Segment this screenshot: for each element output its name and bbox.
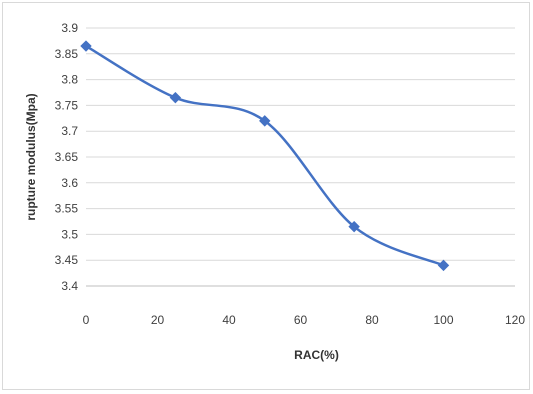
y-tick-label: 3.75 <box>55 98 79 112</box>
y-tick-label: 3.9 <box>61 21 78 35</box>
chart-frame: 3.4 3.45 3.5 3.55 3.6 3.65 3.7 3.75 3.8 3.85 3.9 0 2… <box>2 2 530 390</box>
x-axis-title: RAC(%) <box>294 348 339 362</box>
series <box>80 40 450 272</box>
data-point-marker <box>437 259 450 272</box>
y-tick-label: 3.6 <box>61 176 78 190</box>
y-tick-label: 3.55 <box>55 202 79 216</box>
y-tick-label: 3.5 <box>61 227 78 241</box>
x-tick-label: 0 <box>83 313 90 327</box>
y-axis-title: rupture modulus(Mpa) <box>24 93 38 220</box>
data-point-marker <box>259 115 271 127</box>
y-tick-label: 3.7 <box>61 124 78 138</box>
y-tick-label: 3.4 <box>61 279 78 293</box>
line-chart: 3.4 3.45 3.5 3.55 3.6 3.65 3.7 3.75 3.8 3.85 3.9 0 2… <box>24 21 526 362</box>
y-tick-label: 3.85 <box>55 47 79 61</box>
y-tick-label: 3.65 <box>55 150 79 164</box>
data-point-marker <box>348 220 360 233</box>
x-tick-label: 40 <box>222 313 236 327</box>
x-tick-label: 80 <box>365 313 379 327</box>
data-point-marker <box>80 40 92 52</box>
gridlines <box>86 27 515 261</box>
data-point-marker <box>169 91 182 104</box>
x-tick-label: 20 <box>151 313 165 327</box>
x-tick-label: 60 <box>294 313 308 327</box>
y-tick-label: 3.8 <box>61 73 78 87</box>
y-tick-label: 3.45 <box>55 253 79 267</box>
tick-labels: 3.4 3.45 3.5 3.55 3.6 3.65 3.7 3.75 3.8 3.85 3.9 0 2… <box>55 21 526 327</box>
series-line <box>85 44 444 267</box>
x-tick-label: 100 <box>433 313 453 327</box>
x-tick-label: 120 <box>505 313 525 327</box>
